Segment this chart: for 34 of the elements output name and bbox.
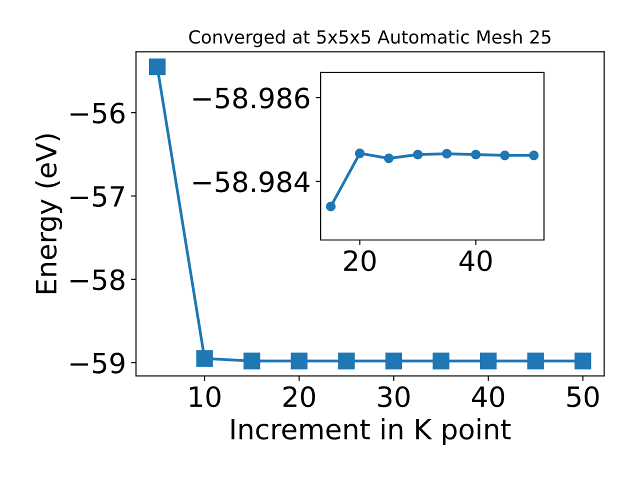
point — [574, 352, 592, 370]
x-tick-label: 50 — [567, 386, 599, 408]
x-tick-label: 20 — [344, 250, 376, 272]
y-tick-label: −58.986 — [193, 88, 310, 109]
y-tick-label: −57 — [70, 186, 124, 207]
point — [326, 202, 336, 212]
x-axis-title: Increment in K point — [232, 418, 511, 446]
y-tick-label: −59 — [70, 352, 124, 374]
point — [500, 150, 510, 160]
point — [244, 352, 260, 370]
point — [384, 153, 394, 164]
point — [354, 148, 365, 158]
x-tick-label: 30 — [378, 386, 410, 408]
y-tick-label: −56 — [70, 102, 125, 124]
point — [290, 352, 308, 370]
x-tick-label: 40 — [472, 386, 504, 408]
point — [527, 352, 544, 370]
point — [442, 148, 452, 159]
x-tick-label: 40 — [460, 250, 492, 272]
point — [528, 150, 539, 160]
point — [385, 352, 402, 370]
point — [148, 58, 166, 76]
point — [432, 352, 450, 370]
x-tick-label: 10 — [190, 386, 220, 408]
point — [470, 150, 481, 160]
y-tick-label: −58 — [70, 269, 124, 290]
point — [412, 150, 423, 160]
y-tick-label: −58.984 — [193, 171, 310, 192]
point — [196, 350, 213, 367]
point — [480, 352, 497, 370]
y-axis-title: Energy (eV) — [35, 134, 62, 294]
point — [338, 352, 355, 370]
x-tick-label: 20 — [284, 386, 315, 408]
chart-title: Converged at 5x5x5 Automatic Mesh 25 — [189, 30, 550, 48]
